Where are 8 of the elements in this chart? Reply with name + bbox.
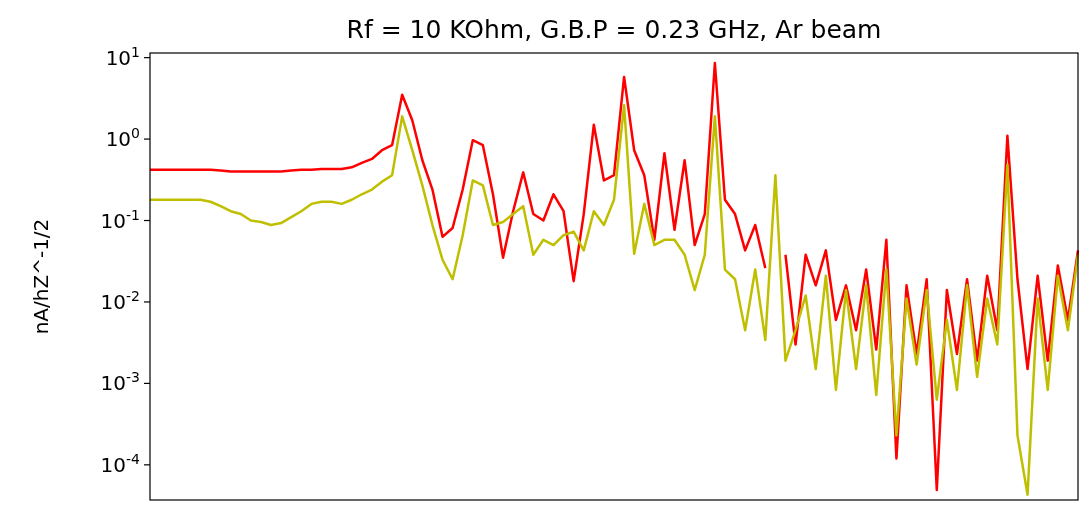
chart-title: Rf = 10 KOhm, G.B.P = 0.23 GHz, Ar beam: [346, 15, 882, 44]
y-tick-label: 10$^{-2}$: [100, 287, 140, 314]
y-tick-label: 10$^{-1}$: [100, 206, 140, 233]
y-tick-label: 10$^{0}$: [105, 125, 140, 152]
y-tick-label: 10$^{-4}$: [100, 450, 141, 477]
y-axis-title: nA/hZ^-1/2: [29, 218, 53, 335]
y-tick-label: 10$^{-3}$: [100, 369, 140, 396]
y-tick-label: 10$^{1}$: [105, 43, 140, 70]
